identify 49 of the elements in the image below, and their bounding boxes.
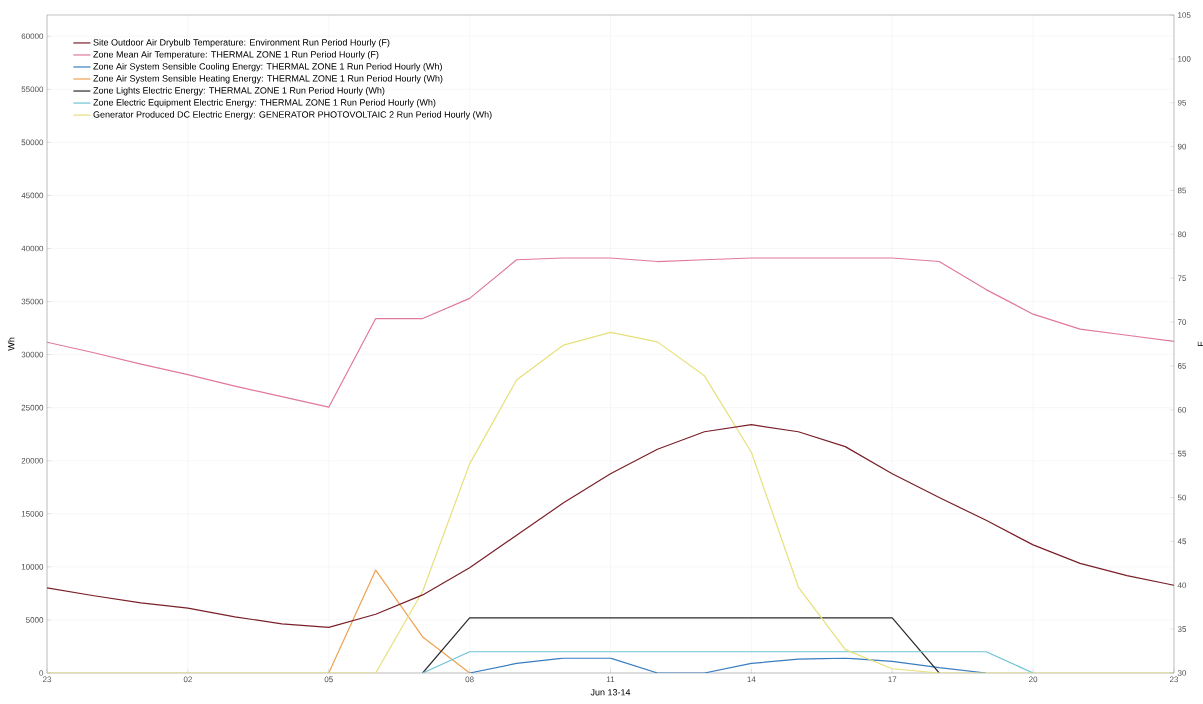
y2-axis-title: F: [1197, 341, 1203, 346]
y-tick-label: 5000: [26, 617, 44, 623]
legend-label: Zone Electric Equipment Electric Energy: THERMAL ZONE 1 Run Period Hourly (Wh): [93, 99, 436, 108]
y-tick-label: 20000: [21, 457, 44, 464]
line-series: [47, 424, 1174, 628]
x-tick-label: 02: [183, 676, 192, 683]
legend-label: Generator Produced DC Electric Energy: GENERATOR PHOTOVOLTAIC 2 Run Period Hourly (Wh): [93, 111, 492, 120]
y-axis-title: Wh: [7, 337, 15, 351]
y2-tick-label: 40: [1177, 582, 1187, 589]
y-tick-label: 25000: [21, 404, 44, 411]
y2-tick-label: 80: [1177, 231, 1187, 238]
y2-tick-label: 30: [1177, 670, 1187, 676]
y-tick-label: 30000: [21, 351, 44, 358]
y2-tick-label: 45: [1177, 538, 1187, 545]
y2-tick-label: 95: [1177, 99, 1187, 106]
y2-tick-label: 65: [1177, 363, 1187, 369]
y-tick-label: 55000: [21, 86, 44, 93]
y-tick-label: 40000: [21, 245, 44, 252]
x-axis-title: Jun 13-14: [590, 689, 631, 696]
legend-label: Zone Lights Electric Energy: THERMAL ZONE 1 Run Period Hourly (Wh): [93, 87, 385, 96]
legend-label: Zone Air System Sensible Heating Energy: THERMAL ZONE 1 Run Period Hourly (Wh): [93, 75, 443, 84]
x-tick-label: 08: [465, 676, 474, 683]
y-tick-label: 60000: [21, 33, 44, 40]
y-tick-label: 10000: [21, 564, 44, 570]
y2-tick-label: 90: [1177, 143, 1187, 150]
x-tick-label: 17: [888, 676, 897, 683]
y2-tick-label: 105: [1178, 12, 1191, 18]
y-tick-label: 15000: [21, 510, 44, 517]
x-tick-label: 20: [1029, 676, 1038, 683]
x-tick-label: 23: [42, 676, 52, 683]
legend-label: Zone Mean Air Temperature: THERMAL ZONE 1 Run Period Hourly (F): [93, 50, 379, 60]
y2-tick-label: 35: [1177, 626, 1187, 632]
y2-tick-label: 75: [1177, 275, 1187, 281]
legend-label: Site Outdoor Air Drybulb Temperature: Environment Run Period Hourly (F): [93, 38, 390, 48]
y2-tick-label: 70: [1177, 319, 1187, 325]
y-tick-label: 50000: [21, 139, 44, 146]
y2-tick-label: 60: [1177, 406, 1187, 413]
x-tick-label: 11: [606, 676, 615, 683]
y2-tick-label: 85: [1177, 187, 1187, 194]
y2-tick-label: 50: [1177, 494, 1187, 501]
x-tick-label: 23: [1169, 676, 1179, 683]
y2-tick-label: 100: [1178, 56, 1191, 62]
y2-tick-label: 55: [1177, 450, 1187, 457]
legend-label: Zone Air System Sensible Cooling Energy: THERMAL ZONE 1 Run Period Hourly (Wh): [93, 62, 442, 72]
y-tick-label: 0: [39, 670, 44, 676]
x-tick-label: 05: [324, 676, 333, 683]
y-tick-label: 45000: [21, 192, 44, 199]
x-tick-label: 14: [747, 676, 756, 683]
y-tick-label: 35000: [21, 298, 44, 305]
